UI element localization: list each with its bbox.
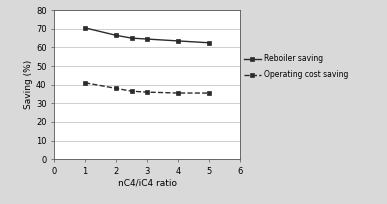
Reboiler saving <box>83 27 87 29</box>
Operating cost saving <box>129 90 134 92</box>
Reboiler saving <box>176 40 180 42</box>
X-axis label: nC4/iC4 ratio: nC4/iC4 ratio <box>118 178 176 187</box>
Operating cost saving <box>114 87 118 90</box>
Reboiler saving <box>207 42 211 44</box>
Operating cost saving <box>145 91 149 93</box>
Legend: Reboiler saving, Operating cost saving: Reboiler saving, Operating cost saving <box>242 52 351 82</box>
Reboiler saving <box>145 38 149 40</box>
Operating cost saving <box>176 92 180 94</box>
Y-axis label: Saving (%): Saving (%) <box>24 60 33 109</box>
Reboiler saving <box>114 34 118 37</box>
Reboiler saving <box>129 37 134 39</box>
Operating cost saving <box>207 92 211 94</box>
Operating cost saving <box>83 82 87 84</box>
Line: Operating cost saving: Operating cost saving <box>83 80 211 95</box>
Line: Reboiler saving: Reboiler saving <box>83 26 211 45</box>
